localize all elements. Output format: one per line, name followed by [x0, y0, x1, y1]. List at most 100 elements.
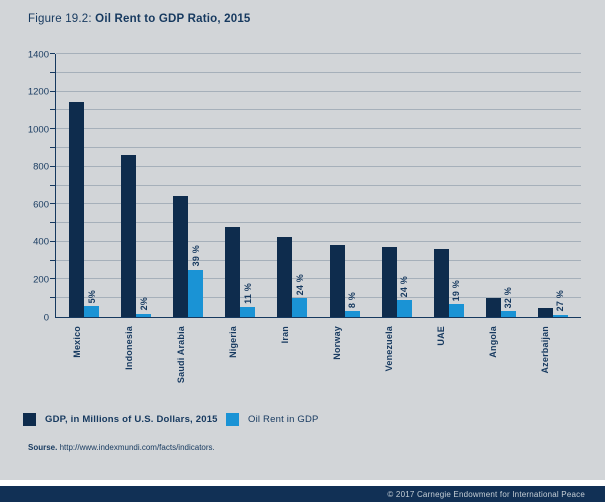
copyright-text: © 2017 Carnegie Endowment for Internatio…	[387, 489, 585, 499]
legend-swatch-oil-rent	[226, 412, 239, 426]
y-axis-tick	[50, 297, 55, 299]
country-label: Norway	[332, 326, 342, 360]
chart-plot: 0 200 400 600 800 1000 1200 1400 5% Mexico 2% Indon…	[28, 49, 581, 383]
y-tick-label: 1000	[27, 124, 49, 136]
y-axis-tick	[50, 146, 55, 148]
country-label: Iran	[279, 326, 290, 344]
gridline	[56, 90, 581, 92]
source-label: Sourse.	[28, 443, 58, 452]
gridline	[56, 165, 581, 167]
bar-group-uae: 19 %	[433, 54, 464, 317]
y-axis-tick	[50, 184, 55, 186]
oil-rent-percent-label: 19 %	[451, 279, 462, 302]
oil-rent-percent-label: 24 %	[399, 275, 410, 298]
y-tick-label: 400	[33, 236, 49, 248]
gdp-bar	[225, 226, 241, 317]
y-tick-label: 200	[33, 274, 49, 286]
oil-rent-bar	[448, 304, 464, 317]
gridline	[56, 184, 581, 186]
country-label: Mexico	[71, 326, 82, 358]
oil-rent-bar	[396, 300, 412, 317]
legend-item-gdp: GDP, in Millions of U.S. Dollars, 2015	[23, 410, 218, 428]
legend-swatch-gdp	[23, 412, 36, 426]
gridline	[56, 240, 581, 242]
gridline	[56, 53, 581, 54]
oil-rent-bar	[500, 311, 516, 317]
bar-group-nigeria: 11 %	[225, 54, 256, 317]
oil-rent-bar	[240, 307, 256, 317]
y-axis-tick	[50, 53, 55, 54]
bar-group-azerbaijan: 27 %	[537, 54, 568, 317]
bar-group-iran: 24 %	[277, 54, 308, 317]
chart-legend: GDP, in Millions of U.S. Dollars, 2015 O…	[0, 410, 605, 430]
gdp-bar	[485, 298, 501, 317]
y-tick-label: 1400	[27, 49, 49, 60]
y-tick-label: 0	[43, 312, 49, 323]
gridline	[56, 203, 581, 205]
gridline	[56, 222, 581, 224]
y-axis-tick	[50, 259, 55, 261]
country-label: UAE	[436, 326, 447, 346]
oil-rent-bar	[344, 311, 360, 317]
y-axis-tick	[50, 165, 55, 167]
country-label: Saudi Arabia	[175, 326, 186, 384]
bar-group-angola: 32 %	[485, 54, 516, 317]
gridline	[56, 71, 581, 73]
bar-group-venezuela: 24 %	[381, 54, 412, 317]
footer-bar: © 2017 Carnegie Endowment for Internatio…	[0, 486, 605, 502]
oil-rent-percent-label: 32 %	[503, 286, 514, 308]
source-url: http://www.indexmundi.com/facts/indicato…	[59, 443, 215, 452]
y-axis-tick	[50, 128, 55, 130]
gridline	[56, 259, 581, 261]
oil-rent-percent-label: 5%	[86, 289, 97, 304]
gdp-bar	[121, 155, 137, 317]
chart-panel: Figure 19.2: Oil Rent to GDP Ratio, 2015…	[0, 0, 605, 480]
gdp-bar	[173, 195, 189, 317]
bar-group-mexico: 5%	[69, 54, 99, 317]
country-label: Venezuela	[384, 326, 395, 372]
gdp-bar	[277, 237, 293, 317]
y-tick-label: 600	[33, 199, 49, 211]
gdp-bar	[69, 102, 84, 317]
y-axis-tick	[50, 278, 55, 280]
country-label: Indonesia	[123, 326, 134, 370]
source-line: Sourse. http://www.indexmundi.com/facts/…	[28, 443, 215, 452]
y-tick-label: 1200	[27, 86, 49, 98]
figure-title-text: Oil Rent to GDP Ratio, 2015	[95, 13, 251, 25]
bar-group-norway: 8 %	[329, 54, 360, 317]
gdp-bar	[381, 247, 397, 317]
oil-rent-percent-label: 24 %	[294, 273, 305, 295]
figure-number: Figure 19.2:	[28, 13, 96, 25]
y-axis-tick	[50, 109, 55, 111]
y-axis-tick	[50, 71, 55, 73]
legend-item-oil-rent: Oil Rent in GDP	[226, 410, 319, 428]
oil-rent-bar	[552, 314, 568, 317]
oil-rent-percent-label: 39 %	[190, 245, 201, 267]
oil-rent-bar	[292, 297, 308, 317]
country-label: Azerbaijan	[540, 326, 551, 374]
bar-group-saudi-arabia: 39 %	[173, 54, 204, 317]
oil-rent-bar	[136, 313, 152, 317]
oil-rent-bar	[188, 269, 204, 317]
gdp-bar	[433, 249, 449, 317]
gridline	[56, 297, 581, 299]
oil-rent-percent-label: 2%	[138, 297, 149, 311]
y-axis-tick	[50, 203, 55, 205]
figure-title: Figure 19.2: Oil Rent to GDP Ratio, 2015	[28, 13, 251, 25]
oil-rent-percent-label: 27 %	[555, 290, 566, 312]
gridline	[56, 278, 581, 280]
legend-label-oil-rent: Oil Rent in GDP	[248, 413, 319, 425]
gdp-bar	[537, 307, 553, 317]
y-axis-tick	[50, 90, 55, 92]
gridline	[56, 109, 581, 111]
gridline	[56, 128, 581, 130]
gridline	[56, 146, 581, 148]
y-axis-tick	[50, 222, 55, 224]
oil-rent-bar	[84, 306, 99, 317]
y-axis-tick	[50, 240, 55, 242]
gdp-bar	[329, 244, 345, 317]
oil-rent-percent-label: 11 %	[242, 283, 253, 305]
country-label: Angola	[488, 326, 499, 358]
y-tick-label: 800	[33, 161, 49, 173]
oil-rent-percent-label: 8 %	[347, 292, 357, 309]
